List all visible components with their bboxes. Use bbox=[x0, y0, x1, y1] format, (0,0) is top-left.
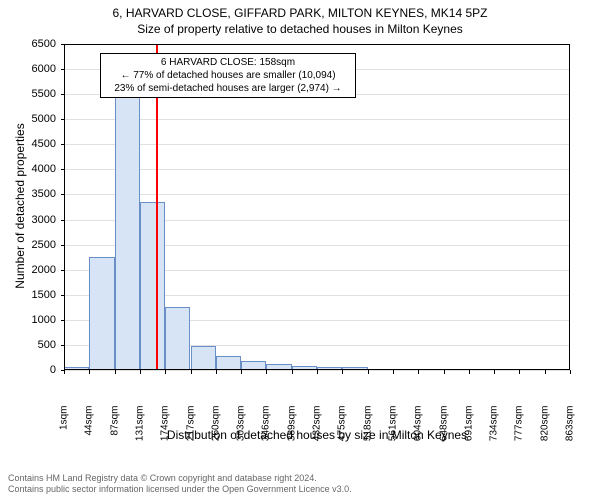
footer-line-1: Contains HM Land Registry data © Crown c… bbox=[8, 473, 352, 485]
title-line-1: 6, HARVARD CLOSE, GIFFARD PARK, MILTON K… bbox=[0, 6, 600, 22]
ytick-label: 0 bbox=[16, 364, 56, 376]
ytick-label: 500 bbox=[16, 339, 56, 351]
annotation-line: 23% of semi-detached houses are larger (… bbox=[105, 82, 351, 95]
ytick-label: 6000 bbox=[16, 63, 56, 75]
footer-attribution: Contains HM Land Registry data © Crown c… bbox=[8, 473, 352, 496]
footer-line-2: Contains public sector information licen… bbox=[8, 484, 352, 496]
ytick-label: 1000 bbox=[16, 314, 56, 326]
annotation-line: 6 HARVARD CLOSE: 158sqm bbox=[105, 56, 351, 69]
chart-titles: 6, HARVARD CLOSE, GIFFARD PARK, MILTON K… bbox=[0, 6, 600, 37]
annotation-line: ← 77% of detached houses are smaller (10… bbox=[105, 69, 351, 82]
ytick-label: 6500 bbox=[16, 38, 56, 50]
y-axis-label: Number of detached properties bbox=[13, 106, 27, 306]
annotation-callout: 6 HARVARD CLOSE: 158sqm← 77% of detached… bbox=[100, 53, 356, 98]
title-line-2: Size of property relative to detached ho… bbox=[0, 22, 600, 38]
ytick-label: 5500 bbox=[16, 88, 56, 100]
x-axis-label: Distribution of detached houses by size … bbox=[64, 428, 570, 442]
